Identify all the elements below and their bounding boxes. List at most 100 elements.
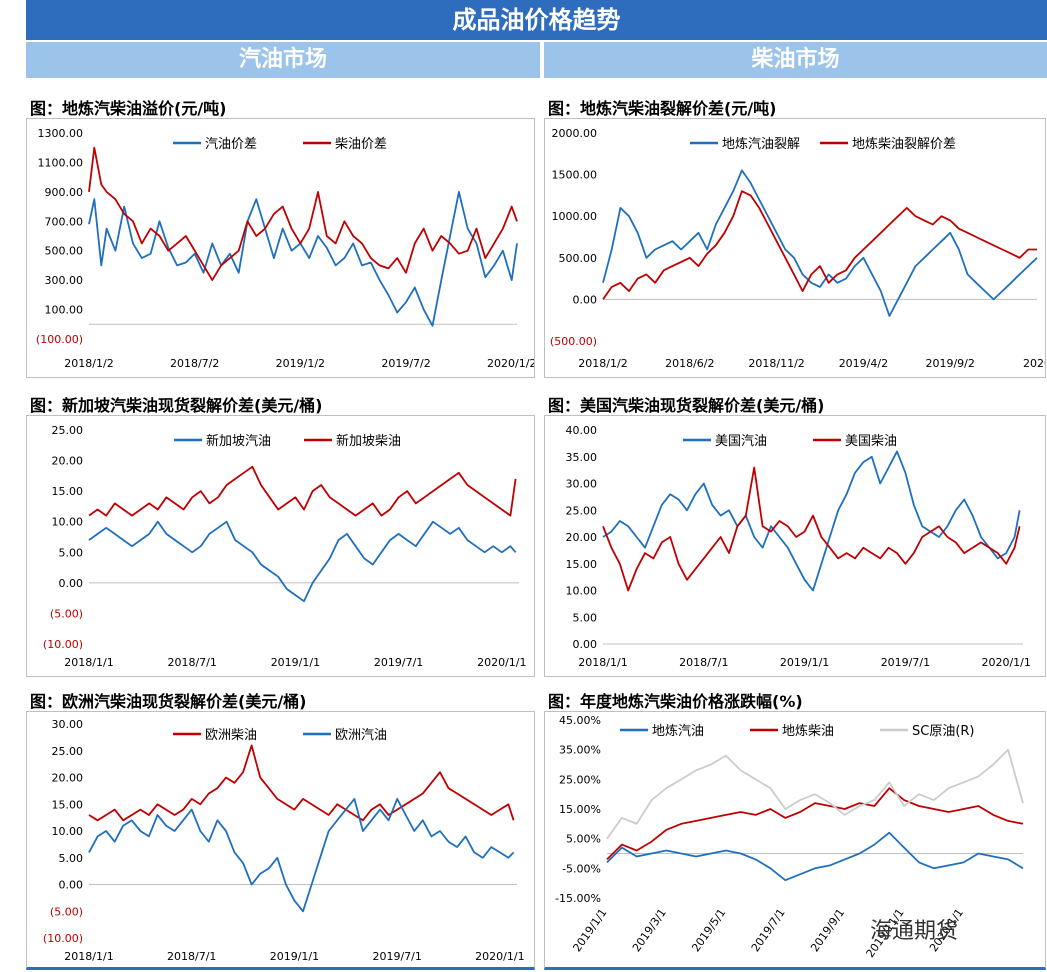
c5-xtick-label: 2019/7/1 — [372, 950, 421, 963]
c6-xtick-label: 2019/9/1 — [808, 906, 847, 954]
chart5-title: 图：欧洲汽柴油现货裂解价差(美元/桶) — [30, 692, 307, 711]
chart4-frame: 40.00 35.00 30.00 25.00 20.00 15.00 10.00 5.00 0… — [544, 415, 1046, 677]
chart3-svg: 25.00 20.00 15.00 10.00 5.00 0.00 (5.00) (10.00… — [43, 424, 527, 669]
c4-ytick-label: 10.00 — [566, 585, 598, 598]
c4-ytick-label: 15.00 — [566, 558, 598, 571]
c4-ytick-label: 0.00 — [573, 638, 598, 651]
c3-series-line-0 — [88, 520, 517, 603]
c4-series-line-0 — [602, 450, 1021, 592]
c2-xtick-label: 2020 — [1023, 357, 1045, 370]
c1-ytick-label: 1100.00 — [38, 156, 84, 169]
c2-ytick-label: 0.00 — [573, 293, 598, 306]
c2-ytick-label: 1500.00 — [552, 169, 598, 182]
c3-ytick-label: 25.00 — [52, 424, 84, 437]
c6-ytick-label: 15.00% — [559, 803, 601, 816]
chart2-svg: 2000.00 1500.00 1000.00 500.00 0.00 (500.00) 2… — [550, 127, 1047, 370]
c5-legend-label: 欧洲柴油 — [205, 728, 257, 743]
c2-ytick-label: 500.00 — [559, 252, 598, 265]
c1-ytick-label: 300.00 — [45, 274, 84, 287]
c3-xtick-label: 2019/1/1 — [271, 656, 320, 669]
chart1-frame: 1300.00 1100.00 900.00 700.00 500.00 300.00 10… — [26, 118, 536, 378]
c1-ytick-label: 700.00 — [45, 215, 84, 228]
c3-ytick-label: (5.00) — [50, 607, 83, 620]
c6-xtick-label: 2019/3/1 — [630, 906, 669, 954]
chart2-title: 图：地炼汽柴油裂解价差(元/吨) — [548, 99, 777, 118]
c3-ytick-label: 10.00 — [52, 516, 84, 529]
chart5-svg: 30.00 25.00 20.00 15.00 10.00 5.00 0.00 (5.00) (… — [43, 718, 525, 963]
chart6-svg: 45.00% 35.00% 25.00% 15.00% 5.00% -5.00% -15.0… — [555, 714, 1024, 960]
gasoline-market-header: 汽油市场 — [26, 42, 540, 78]
c1-xtick-label: 2018/7/2 — [170, 357, 219, 370]
c4-xtick-label: 2020/1/1 — [981, 656, 1030, 669]
c4-xtick-label: 2019/1/1 — [780, 656, 829, 669]
c6-series-line-1 — [606, 787, 1024, 861]
c6-ytick-label: -15.00% — [555, 892, 601, 905]
c2-series-line-1 — [602, 190, 1037, 300]
c5-xtick-label: 2019/1/1 — [270, 950, 319, 963]
c5-xtick-label: 2018/1/1 — [64, 950, 113, 963]
c4-legend-label: 美国汽油 — [715, 434, 767, 449]
chart1-svg: 1300.00 1100.00 900.00 700.00 500.00 300.00 10… — [36, 127, 536, 370]
c4-ytick-label: 30.00 — [566, 478, 598, 491]
chart2-frame: 2000.00 1500.00 1000.00 500.00 0.00 (500.00) 2… — [544, 118, 1047, 378]
c4-series-line-1 — [602, 466, 1021, 592]
c6-xtick-label: 2019/1/1 — [570, 906, 609, 954]
c2-xtick-label: 2018/1/2 — [578, 357, 627, 370]
c1-ytick-label: 500.00 — [45, 245, 84, 258]
c3-xtick-label: 2018/7/1 — [167, 656, 216, 669]
chart6-title: 图：年度地炼汽柴油价格涨跌幅(%) — [548, 692, 803, 711]
c5-ytick-label: (10.00) — [43, 932, 83, 945]
chart1-title: 图：地炼汽柴油溢价(元/吨) — [30, 99, 227, 118]
c3-xtick-label: 2020/1/1 — [477, 656, 526, 669]
page-banner: 成品油价格趋势 — [26, 0, 1047, 40]
c5-ytick-label: 20.00 — [52, 772, 84, 785]
c6-legend-label: SC原油(R) — [912, 724, 975, 739]
c2-ytick-label: 2000.00 — [552, 127, 598, 140]
c1-xtick-label: 2020/1/2 — [487, 357, 534, 370]
c6-series-line-2 — [606, 748, 1024, 840]
c5-legend-label: 欧洲汽油 — [335, 728, 387, 743]
c5-series-line-1 — [88, 798, 515, 913]
c5-ytick-label: 0.00 — [59, 879, 84, 892]
c6-xtick-label: 2019/5/1 — [689, 906, 728, 954]
c4-ytick-label: 5.00 — [573, 611, 598, 624]
c2-xtick-label: 2018/11/2 — [748, 357, 804, 370]
c6-legend-label: 地炼柴油 — [782, 724, 834, 739]
c5-ytick-label: 10.00 — [52, 825, 84, 838]
diesel-market-header: 柴油市场 — [544, 42, 1047, 78]
c2-ytick-label: 1000.00 — [552, 210, 598, 223]
c1-xtick-label: 2019/7/2 — [381, 357, 430, 370]
c1-ytick-label: (100.00) — [36, 333, 83, 346]
c1-legend-label: 柴油价差 — [335, 137, 387, 152]
c4-ytick-label: 40.00 — [566, 424, 598, 437]
c6-ytick-label: 5.00% — [566, 833, 601, 846]
c5-ytick-label: 5.00 — [59, 852, 84, 865]
c6-xtick-label: 2019/7/1 — [749, 906, 788, 954]
watermark-logo: 海通期货 — [870, 919, 959, 944]
c2-legend-label: 地炼柴油裂解价差 — [852, 137, 956, 152]
c4-xtick-label: 2019/7/1 — [881, 656, 930, 669]
c3-ytick-label: 15.00 — [52, 485, 84, 498]
c6-ytick-label: -5.00% — [562, 862, 601, 875]
c1-series-line-1 — [88, 146, 518, 281]
c4-ytick-label: 20.00 — [566, 531, 598, 544]
c1-ytick-label: 1300.00 — [38, 127, 84, 140]
c3-ytick-label: 5.00 — [59, 546, 84, 559]
c6-ytick-label: 25.00% — [559, 773, 601, 786]
c5-ytick-label: 25.00 — [52, 745, 84, 758]
c5-series-line-0 — [88, 744, 515, 822]
c2-ytick-label: (500.00) — [550, 335, 597, 348]
c1-ytick-label: 900.00 — [45, 186, 84, 199]
c4-ytick-label: 25.00 — [566, 504, 598, 517]
c1-xtick-label: 2018/1/2 — [64, 357, 113, 370]
c5-xtick-label: 2020/1/1 — [475, 950, 524, 963]
c6-ytick-label: 35.00% — [559, 744, 601, 757]
c1-legend-label: 汽油价差 — [205, 137, 257, 152]
c5-ytick-label: (5.00) — [50, 905, 83, 918]
chart4-svg: 40.00 35.00 30.00 25.00 20.00 15.00 10.00 5.00 0… — [566, 424, 1031, 669]
c3-series-line-1 — [88, 465, 517, 517]
chart5-frame: 30.00 25.00 20.00 15.00 10.00 5.00 0.00 (5.00) (… — [26, 711, 535, 970]
c5-ytick-label: 15.00 — [52, 798, 84, 811]
chart3-title: 图：新加坡汽柴油现货裂解价差(美元/桶) — [30, 396, 323, 415]
c2-series-line-0 — [602, 169, 1038, 317]
